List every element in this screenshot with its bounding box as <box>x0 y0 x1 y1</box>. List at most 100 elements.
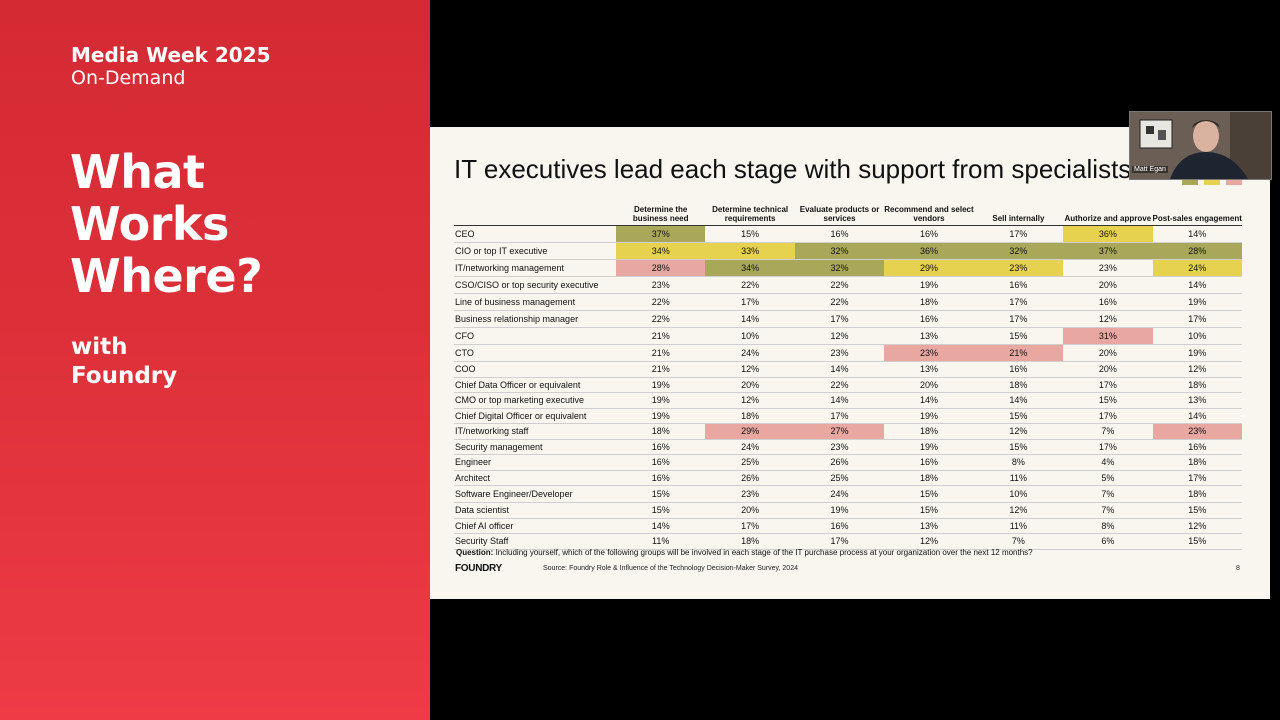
table-cell: 10% <box>741 331 760 341</box>
table-row: IT/networking management 28% 34% 32% 29% 23% 2… <box>454 260 1242 277</box>
table-cell: 17% <box>830 536 849 547</box>
table-cell: 26% <box>830 457 849 468</box>
table-cell: 17% <box>830 410 849 421</box>
headline-line: What <box>70 145 205 199</box>
table-cell: 7% <box>1101 426 1115 437</box>
table-cell: 32% <box>794 260 885 276</box>
table-cell: 4% <box>1101 457 1115 468</box>
table-cell: 7% <box>1011 536 1025 547</box>
table-cell: 11% <box>1009 520 1028 531</box>
table-cell: 16% <box>1188 441 1207 452</box>
row-label: Data scientist <box>455 505 510 516</box>
table-cell: 13% <box>1188 395 1207 406</box>
table-cell: 12% <box>1188 520 1207 531</box>
table-row: CEO 37% 15% 16% 16% 17% 36% 14% <box>454 226 1242 243</box>
table-cell: 20% <box>1098 280 1117 290</box>
table-cell: 17% <box>1188 472 1207 483</box>
table-cell: 15% <box>1188 505 1207 516</box>
table-cell: 8% <box>1101 520 1115 531</box>
table-cell: 33% <box>705 243 795 259</box>
promo-panel: Media Week 2025 On-Demand What Works Whe… <box>0 0 430 720</box>
table-cell: 26% <box>741 472 760 483</box>
table-cell: 22% <box>651 297 670 307</box>
with-label: with <box>71 334 128 360</box>
table-cell: 18% <box>741 410 760 421</box>
table-cell: 27% <box>794 424 885 439</box>
table-cell: 19% <box>919 280 938 290</box>
table-cell: 17% <box>1009 314 1028 324</box>
table-row: IT/networking staff 18% 29% 27% 18% 12% 7% 23% <box>454 424 1242 440</box>
table-cell: 21% <box>651 364 670 375</box>
table-cell: 31% <box>1063 328 1153 344</box>
row-label: Chief AI officer <box>455 520 514 531</box>
table-cell: 14% <box>830 395 849 406</box>
table-cell: 18% <box>741 536 760 547</box>
table-cell: 12% <box>830 331 849 341</box>
table-cell: 22% <box>830 379 849 390</box>
table-cell: 20% <box>1098 348 1117 358</box>
presentation-slide: IT executives lead each stage with suppo… <box>430 127 1270 599</box>
table-cell: 23% <box>884 345 974 361</box>
table-cell: 23% <box>1152 424 1242 439</box>
table-cell: 32% <box>973 243 1064 259</box>
table-cell: 12% <box>1188 364 1207 375</box>
source-note: Source: Foundry Role & Influence of the … <box>543 565 798 572</box>
slide-title: IT executives lead each stage with suppo… <box>454 154 1132 184</box>
table-cell: 11% <box>652 536 670 547</box>
headline: What Works Where? <box>70 145 263 303</box>
table-cell: 15% <box>1009 331 1028 341</box>
table-cell: 23% <box>973 260 1064 276</box>
page-number: 8 <box>1236 565 1240 572</box>
table-cell: 21% <box>973 345 1064 361</box>
table-cell: 28% <box>1152 243 1242 259</box>
row-label: CSO/CISO or top security executive <box>455 280 599 290</box>
column-header: Determine the business need <box>632 205 689 223</box>
table-cell: 28% <box>616 260 706 276</box>
table-cell: 13% <box>919 364 938 375</box>
table-cell: 18% <box>919 297 938 307</box>
table-cell: 6% <box>1101 536 1115 547</box>
table-cell: 7% <box>1101 489 1115 499</box>
table-cell: 15% <box>1009 410 1028 421</box>
question-text: Including yourself, which of the followi… <box>495 548 1033 557</box>
row-label: CMO or top marketing executive <box>455 395 585 406</box>
table-row: Data scientist 15% 20% 19% 15% 12% 7% 15% <box>454 503 1242 519</box>
foundry-logo: FOUNDRY <box>455 563 502 574</box>
table-cell: 25% <box>830 472 849 483</box>
table-row: CFO 21% 10% 12% 13% 15% 31% 10% <box>454 328 1242 345</box>
table-cell: 11% <box>1009 472 1028 483</box>
row-label: CEO <box>455 229 475 239</box>
table-cell: 21% <box>651 348 670 358</box>
table-cell: 13% <box>919 520 938 531</box>
row-label: IT/networking management <box>455 263 565 273</box>
table-cell: 23% <box>830 348 849 358</box>
row-label: CFO <box>455 331 474 341</box>
row-label: Business relationship manager <box>455 314 579 324</box>
table-cell: 16% <box>651 472 670 483</box>
headline-line: Where? <box>70 249 263 303</box>
table-cell: 19% <box>651 410 670 421</box>
legend-swatch-yellow <box>1204 179 1220 185</box>
table-cell: 12% <box>919 536 938 547</box>
table-cell: 12% <box>741 395 760 406</box>
table-cell: 15% <box>1188 536 1207 547</box>
table-cell: 16% <box>830 520 849 531</box>
row-label: Chief Data Officer or equivalent <box>455 379 581 390</box>
table-cell: 34% <box>616 243 706 259</box>
table-cell: 22% <box>741 280 760 290</box>
table-cell: 12% <box>1009 505 1028 516</box>
legend-swatch-green <box>1182 179 1198 185</box>
survey-question: Question: Including yourself, which of t… <box>456 548 1033 557</box>
table-cell: 10% <box>1009 489 1028 499</box>
table-cell: 36% <box>884 243 974 259</box>
column-header: Evaluate products or services <box>799 205 880 223</box>
table-row: CTO 21% 24% 23% 23% 21% 20% 19% <box>454 345 1242 362</box>
table-cell: 37% <box>1063 243 1153 259</box>
table-cell: 23% <box>1098 263 1117 273</box>
table-cell: 22% <box>830 280 849 290</box>
table-cell: 17% <box>830 314 849 324</box>
table-cell: 24% <box>741 441 760 452</box>
table-cell: 18% <box>1188 379 1207 390</box>
table-cell: 14% <box>919 395 938 406</box>
table-cell: 19% <box>919 441 938 452</box>
